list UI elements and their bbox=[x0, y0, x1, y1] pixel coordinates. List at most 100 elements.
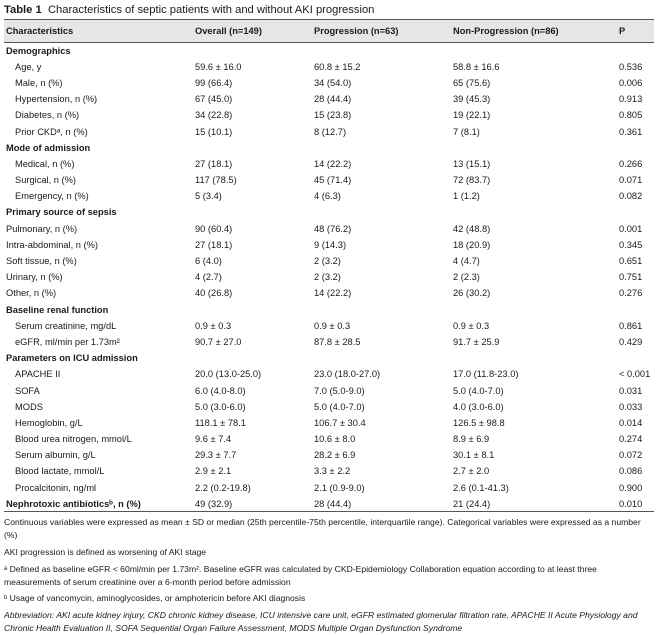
cell-progression: 2 (3.2) bbox=[314, 256, 341, 267]
cell-non-progression: 58.8 ± 16.6 bbox=[453, 61, 500, 72]
characteristics-table: Characteristics Overall (n=149) Progress… bbox=[4, 19, 654, 513]
cell-progression: 10.6 ± 8.0 bbox=[314, 434, 356, 445]
cell-overall: 5 (3.4) bbox=[195, 191, 222, 202]
row-label: Serum albumin, g/L bbox=[15, 450, 96, 461]
cell-non-progression: 91.7 ± 25.9 bbox=[453, 336, 500, 347]
table-row: eGFR, ml/min per 1.73m² 90.7 ± 27.0 87.8 ±… bbox=[4, 334, 654, 350]
row-label: Soft tissue, n (%) bbox=[6, 256, 77, 267]
table-row: Serum albumin, g/L 29.3 ± 7.7 28.2 ± 6.9 30… bbox=[4, 447, 654, 463]
row-label: Blood urea nitrogen, mmol/L bbox=[15, 434, 132, 445]
table-row: Hypertension, n (%) 67 (45.0) 28 (44.4) 39 … bbox=[4, 91, 654, 107]
row-label: Age, y bbox=[15, 61, 42, 72]
table-row: Surgical, n (%) 117 (78.5) 45 (71.4) 72 (83… bbox=[4, 172, 654, 188]
section-row: Primary source of sepsis bbox=[4, 204, 654, 220]
cell-non-progression: 17.0 (11.8-23.0) bbox=[453, 369, 519, 380]
cell-non-progression: 21 (24.4) bbox=[451, 495, 617, 513]
cell-p-value: 0.006 bbox=[619, 77, 643, 88]
table-row: Hemoglobin, g/L 118.1 ± 78.1 106.7 ± 30.4 1… bbox=[4, 415, 654, 431]
table-caption-label: Table 1 bbox=[4, 4, 42, 16]
cell-overall: 27 (18.1) bbox=[195, 239, 233, 250]
cell-progression: 28 (44.4) bbox=[312, 495, 451, 513]
cell-non-progression: 39 (45.3) bbox=[453, 94, 491, 105]
cell-non-progression: 65 (75.6) bbox=[453, 77, 491, 88]
cell-p-value: 0.072 bbox=[619, 450, 643, 461]
cell-p-value: 0.001 bbox=[619, 223, 643, 234]
cell-p-value: 0.751 bbox=[619, 272, 643, 283]
header-overall: Overall (n=149) bbox=[193, 19, 312, 43]
table-row: Emergency, n (%) 5 (3.4) 4 (6.3) 1 (1.2) 0.0… bbox=[4, 188, 654, 204]
section-row: Baseline renal function bbox=[4, 302, 654, 318]
section-row: Parameters on ICU admission bbox=[4, 350, 654, 366]
cell-overall: 20.0 (13.0-25.0) bbox=[195, 369, 262, 380]
cell-p-value: 0.082 bbox=[619, 191, 643, 202]
cell-p-value: 0.276 bbox=[619, 288, 643, 299]
table-row: Intra-abdominal, n (%) 27 (18.1) 9 (14.3) 1… bbox=[4, 237, 654, 253]
row-label: Prior CKDᵃ, n (%) bbox=[15, 126, 88, 137]
section-label: Baseline renal function bbox=[6, 304, 109, 315]
row-label: Pulmonary, n (%) bbox=[6, 223, 78, 234]
cell-p-value: 0.536 bbox=[619, 61, 643, 72]
row-label: APACHE II bbox=[15, 369, 61, 380]
header-characteristics: Characteristics bbox=[4, 19, 193, 43]
table-row: Blood lactate, mmol/L 2.9 ± 2.1 3.3 ± 2.2 2… bbox=[4, 463, 654, 479]
cell-progression: 28 (44.4) bbox=[314, 94, 352, 105]
cell-progression: 5.0 (4.0-7.0) bbox=[314, 401, 365, 412]
cell-overall: 59.6 ± 16.0 bbox=[195, 61, 242, 72]
cell-non-progression: 7 (8.1) bbox=[453, 126, 480, 137]
cell-p-value: 0.361 bbox=[619, 126, 643, 137]
note-abbreviation: Abbreviation: AKI acute kidney injury, C… bbox=[4, 610, 638, 634]
row-label: Hypertension, n (%) bbox=[15, 94, 98, 105]
cell-p-value: 0.071 bbox=[619, 175, 643, 186]
row-label: Intra-abdominal, n (%) bbox=[6, 239, 98, 250]
cell-p-value: 0.900 bbox=[619, 482, 643, 493]
footnote-b: ᵇ Usage of vancomycin, aminoglycosides, … bbox=[4, 593, 306, 604]
cell-p-value: 0.266 bbox=[619, 158, 643, 169]
cell-overall: 6 (4.0) bbox=[195, 256, 222, 267]
footnote-a: ᵃ Defined as baseline eGFR < 60ml/min pe… bbox=[4, 563, 597, 587]
cell-overall: 90.7 ± 27.0 bbox=[195, 336, 242, 347]
cell-overall: 34 (22.8) bbox=[195, 110, 233, 121]
cell-progression: 28.2 ± 6.9 bbox=[314, 450, 356, 461]
table-row: Soft tissue, n (%) 6 (4.0) 2 (3.2) 4 (4.7) 0… bbox=[4, 253, 654, 269]
cell-overall: 67 (45.0) bbox=[195, 94, 233, 105]
table-row: APACHE II 20.0 (13.0-25.0) 23.0 (18.0-27.0… bbox=[4, 366, 654, 382]
cell-non-progression: 4 (4.7) bbox=[453, 256, 480, 267]
table-row: Medical, n (%) 27 (18.1) 14 (22.2) 13 (15.1… bbox=[4, 156, 654, 172]
cell-p-value: 0.651 bbox=[619, 256, 643, 267]
section-row: Mode of admission bbox=[4, 140, 654, 156]
cell-overall: 40 (26.8) bbox=[195, 288, 233, 299]
header-p-value: P bbox=[617, 19, 654, 43]
cell-progression: 8 (12.7) bbox=[314, 126, 347, 137]
cell-overall: 27 (18.1) bbox=[195, 158, 233, 169]
row-label: MODS bbox=[15, 401, 43, 412]
table-body: Demographics Age, y 59.6 ± 16.0 60.8 ± 15.2… bbox=[4, 43, 654, 513]
cell-overall: 2.2 (0.2-19.8) bbox=[195, 482, 251, 493]
table-row: Age, y 59.6 ± 16.0 60.8 ± 15.2 58.8 ± 16.6 0… bbox=[4, 59, 654, 75]
table-row: Serum creatinine, mg/dL 0.9 ± 0.3 0.9 ± 0.… bbox=[4, 318, 654, 334]
cell-p-value: 0.086 bbox=[619, 466, 643, 477]
table-row: Nephrotoxic antibioticsᵇ, n (%) 49 (32.9)… bbox=[4, 495, 654, 513]
cell-non-progression: 1 (1.2) bbox=[453, 191, 480, 202]
table-row: Procalcitonin, ng/ml 2.2 (0.2-19.8) 2.1 (0… bbox=[4, 480, 654, 496]
cell-overall: 29.3 ± 7.7 bbox=[195, 450, 237, 461]
row-label: Urinary, n (%) bbox=[6, 272, 63, 283]
table-notes: Continuous variables were expressed as m… bbox=[4, 516, 652, 634]
table-row: Pulmonary, n (%) 90 (60.4) 48 (76.2) 42 (48… bbox=[4, 221, 654, 237]
cell-overall: 0.9 ± 0.3 bbox=[195, 320, 232, 331]
cell-p-value: 0.274 bbox=[619, 434, 643, 445]
table-header-row: Characteristics Overall (n=149) Progress… bbox=[4, 19, 654, 43]
table-row: Diabetes, n (%) 34 (22.8) 15 (23.8) 19 (22.… bbox=[4, 107, 654, 123]
cell-p-value: 0.010 bbox=[617, 495, 654, 513]
cell-non-progression: 0.9 ± 0.3 bbox=[453, 320, 490, 331]
section-label: Primary source of sepsis bbox=[6, 207, 117, 218]
cell-overall: 4 (2.7) bbox=[195, 272, 222, 283]
cell-overall: 15 (10.1) bbox=[195, 126, 233, 137]
cell-overall: 9.6 ± 7.4 bbox=[195, 434, 232, 445]
cell-non-progression: 4.0 (3.0-6.0) bbox=[453, 401, 504, 412]
row-label: Hemoglobin, g/L bbox=[15, 417, 83, 428]
note-continuous: Continuous variables were expressed as m… bbox=[4, 517, 641, 541]
cell-p-value: 0.861 bbox=[619, 320, 643, 331]
cell-overall: 99 (66.4) bbox=[195, 77, 233, 88]
row-label: Surgical, n (%) bbox=[15, 175, 76, 186]
cell-non-progression: 5.0 (4.0-7.0) bbox=[453, 385, 504, 396]
